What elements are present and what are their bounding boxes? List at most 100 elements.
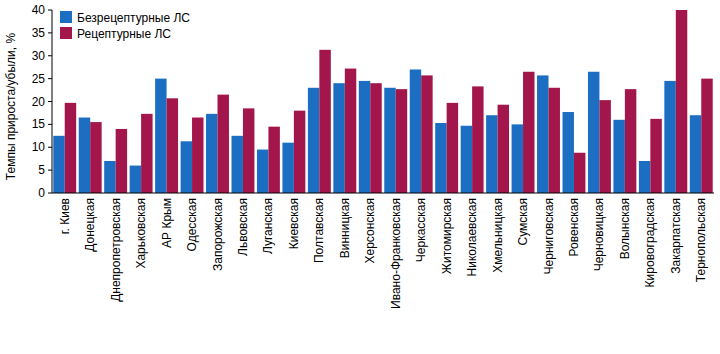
y-tick-label: 15 <box>32 117 46 131</box>
y-tick <box>48 170 52 171</box>
legend-label: Рецептурные ЛС <box>77 27 171 41</box>
bar <box>243 108 254 193</box>
y-tick-label: 35 <box>32 26 46 40</box>
bar <box>537 75 548 193</box>
bar <box>104 161 115 193</box>
x-tick-label: Донецкая <box>83 198 97 252</box>
bar <box>141 114 152 193</box>
bar <box>461 126 472 193</box>
x-tick-label: Хмельницкая <box>491 198 505 273</box>
x-tick-label: АР Крым <box>160 198 174 248</box>
y-axis-label: Темпы прироста/убыли, % <box>4 33 18 181</box>
x-tick-label: Черновицкая <box>592 198 606 271</box>
bar <box>421 75 432 193</box>
x-tick-label: Ивано-Франковская <box>389 198 403 309</box>
legend-swatch <box>60 11 72 23</box>
bar <box>396 89 407 193</box>
bar <box>218 95 229 193</box>
bar <box>181 141 192 193</box>
x-tick-label: Черниговская <box>542 198 556 274</box>
bar <box>359 81 370 193</box>
x-tick-label: Волынская <box>618 198 632 259</box>
bar <box>639 161 650 193</box>
bar <box>435 123 446 193</box>
y-tick-label: 30 <box>32 49 46 63</box>
x-tick-label: Луганская <box>261 198 275 254</box>
y-tick-label: 20 <box>32 95 46 109</box>
bar <box>650 119 661 193</box>
bar <box>498 105 509 193</box>
x-tick-label: Херсонская <box>363 198 377 263</box>
bar <box>333 83 344 193</box>
legend-swatch <box>60 27 72 39</box>
y-tick <box>48 124 52 125</box>
x-tick-label: Киевская <box>287 198 301 249</box>
x-tick-label: Николаевская <box>465 198 479 276</box>
bar <box>486 115 497 193</box>
bar <box>294 111 305 193</box>
bar <box>90 122 101 193</box>
legend-label: Безрецептурные ЛС <box>77 11 190 25</box>
y-tick <box>48 78 52 79</box>
y-tick <box>48 193 52 194</box>
bar <box>690 115 701 193</box>
bar <box>65 103 76 193</box>
bar <box>676 10 687 193</box>
y-tick <box>48 101 52 102</box>
bar <box>308 88 319 193</box>
y-tick-label: 0 <box>38 186 45 200</box>
bar <box>613 120 624 193</box>
bar <box>701 79 712 193</box>
y-tick <box>48 10 52 11</box>
x-tick-label: Одесская <box>185 198 199 251</box>
x-tick-label: Днепропетровская <box>109 198 123 302</box>
y-tick-label: 40 <box>32 3 46 17</box>
x-tick-label: Закарпатская <box>669 198 683 274</box>
x-tick-label: Винницкая <box>338 198 352 258</box>
x-axis <box>52 193 714 194</box>
bar <box>192 118 203 193</box>
bar <box>268 127 279 193</box>
bar <box>232 136 243 193</box>
y-tick <box>48 147 52 148</box>
bar <box>549 88 560 193</box>
legend: Безрецептурные ЛС Рецептурные ЛС <box>60 11 190 41</box>
x-tick-label: Кировоградская <box>643 198 657 287</box>
y-tick <box>48 32 52 33</box>
bar <box>282 143 293 193</box>
bar <box>257 150 268 193</box>
x-tick-label: Запорожская <box>211 198 225 271</box>
bar <box>599 100 610 193</box>
x-tick-label: Львовская <box>236 198 250 256</box>
bar <box>588 72 599 193</box>
bar <box>130 166 141 193</box>
bar <box>370 83 381 193</box>
x-tick-label: Харьковская <box>134 198 148 269</box>
bar <box>664 81 675 193</box>
bar <box>447 103 458 193</box>
bar <box>79 118 90 193</box>
y-tick-label: 10 <box>32 140 46 154</box>
bar <box>410 69 421 193</box>
bar <box>319 50 330 193</box>
bar <box>625 89 636 193</box>
bar <box>563 112 574 193</box>
bar <box>574 153 585 193</box>
bar <box>167 98 178 193</box>
bar <box>345 69 356 193</box>
x-tick-label: Ровенская <box>567 198 581 256</box>
x-tick-label: Тернопольская <box>694 198 708 282</box>
x-tick-label: Полтавская <box>312 198 326 263</box>
bar <box>523 72 534 193</box>
y-tick <box>48 55 52 56</box>
x-tick-label: г. Киев <box>58 198 72 234</box>
x-tick-label: Сумская <box>516 198 530 245</box>
bar <box>206 114 217 193</box>
bar <box>53 136 64 193</box>
y-tick-label: 25 <box>32 72 46 86</box>
bar <box>116 129 127 193</box>
chart: 0 5 10 15 20 25 30 35 40 г. Киев Донецкая Днепропет… <box>0 0 720 354</box>
bar <box>472 86 483 193</box>
y-tick-label: 5 <box>38 163 45 177</box>
bar <box>384 88 395 193</box>
